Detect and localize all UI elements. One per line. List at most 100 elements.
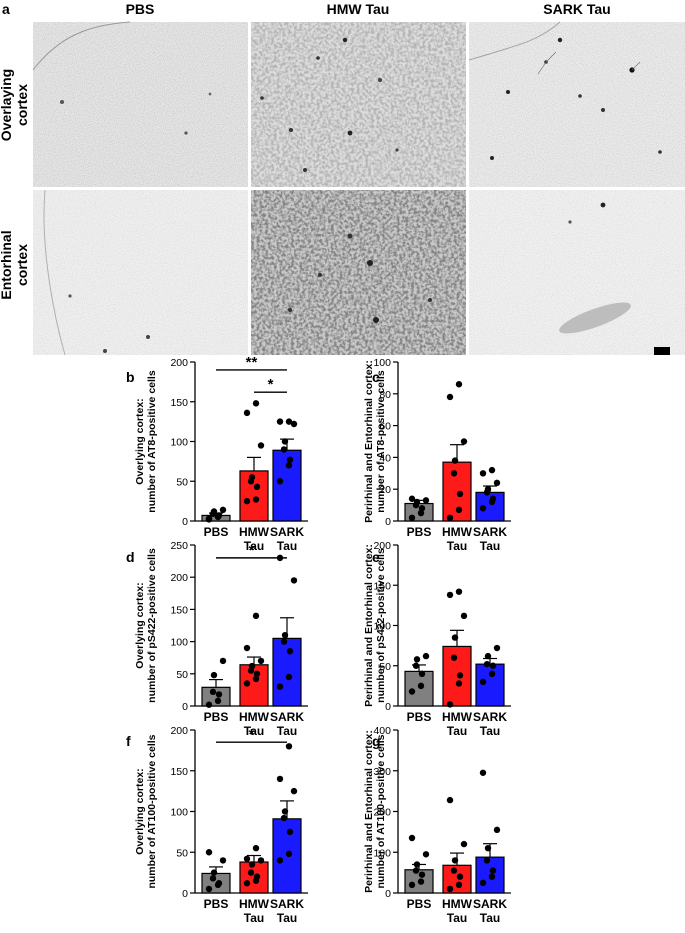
y-axis-label-line: Perirhinal and Entorhinal cortex:	[363, 544, 375, 707]
data-point	[488, 873, 496, 880]
y-tick-label: 150	[373, 580, 391, 592]
column-header-hmw-tau: HMW Tau	[327, 1, 390, 17]
data-point	[276, 478, 284, 485]
data-point	[286, 828, 294, 836]
data-point	[248, 662, 256, 670]
data-point	[219, 857, 227, 864]
data-point	[285, 418, 293, 425]
data-point	[446, 591, 454, 599]
chart-panel-b: b Overlying cortex: number of AT8-positive…	[126, 354, 308, 553]
data-point	[286, 456, 294, 463]
y-axis-label-line: Overlying cortex:	[134, 582, 146, 668]
data-point	[484, 844, 492, 852]
data-point	[446, 514, 454, 522]
data-point	[493, 826, 501, 834]
data-point	[484, 486, 492, 493]
data-point	[243, 497, 251, 505]
panel-letter-b: b	[126, 369, 135, 385]
panel-letter-g: g	[372, 733, 381, 749]
x-tick-label: SARK	[270, 897, 304, 911]
x-tick-label: HMW	[442, 897, 473, 911]
data-point	[243, 855, 251, 862]
data-point	[281, 631, 289, 639]
data-point	[252, 400, 260, 407]
data-point	[456, 490, 464, 498]
data-point	[489, 662, 497, 669]
x-tick-label: HMW	[442, 710, 473, 724]
data-point	[257, 857, 265, 864]
data-point	[257, 442, 265, 449]
y-tick-label: 100	[373, 357, 391, 369]
data-point	[276, 683, 284, 690]
y-tick-label: 0	[385, 701, 391, 713]
x-tick-label: PBS	[204, 897, 229, 911]
y-tick-label: 150	[170, 604, 188, 616]
data-point	[460, 438, 468, 445]
data-point	[456, 672, 464, 679]
x-tick-label: Tau	[244, 539, 264, 553]
row-label-entorhinal-cortex: Entorhinal cortex	[0, 230, 30, 299]
micrograph-hmw-entorhinal	[251, 190, 466, 355]
x-tick-label: SARK	[473, 897, 507, 911]
data-point	[210, 671, 218, 679]
data-point	[257, 657, 265, 665]
x-tick-label: PBS	[204, 525, 229, 539]
data-point	[253, 483, 261, 491]
chart-panel-d: d Overlying cortex: number of pS422-positi…	[126, 540, 308, 738]
row-label-line: cortex	[14, 244, 30, 286]
data-point	[488, 670, 496, 677]
data-point	[285, 673, 293, 681]
data-point	[290, 420, 298, 428]
x-tick-label: HMW	[239, 525, 270, 539]
data-point	[479, 769, 487, 776]
y-tick-label: 150	[170, 766, 188, 778]
data-point	[479, 678, 487, 686]
data-point	[460, 612, 468, 620]
data-point	[408, 834, 416, 842]
y-tick-label: 60	[379, 421, 391, 433]
y-tick-label: 20	[379, 484, 391, 496]
data-point	[417, 878, 425, 885]
bar	[272, 637, 302, 707]
data-point	[280, 814, 288, 822]
y-tick-label: 200	[373, 540, 391, 552]
micrograph-sark-entorhinal	[469, 190, 685, 355]
x-tick-label: Tau	[447, 911, 467, 925]
bar	[404, 670, 434, 707]
data-point	[417, 509, 425, 517]
data-point	[205, 516, 213, 523]
panel-letter-f: f	[126, 733, 131, 749]
data-point	[243, 644, 251, 652]
data-point	[205, 885, 213, 893]
data-point	[408, 514, 416, 522]
data-point	[408, 881, 416, 889]
data-point	[451, 634, 459, 641]
x-tick-label: PBS	[204, 710, 229, 724]
data-point	[483, 660, 491, 668]
x-tick-label: SARK	[473, 525, 507, 539]
y-axis-label-line: number of pS422-positive cells	[375, 548, 387, 703]
data-point	[408, 688, 416, 695]
data-point	[422, 851, 430, 858]
significance-label: *	[249, 726, 255, 743]
micrograph-pbs-entorhinal	[33, 189, 248, 356]
data-point	[446, 701, 454, 708]
x-tick-label: Tau	[480, 724, 500, 738]
x-tick-label: Tau	[244, 724, 264, 738]
x-tick-label: SARK	[270, 525, 304, 539]
y-tick-label: 200	[170, 725, 188, 737]
data-point	[276, 418, 284, 425]
y-axis-label-line: number of pS422-positive cells	[146, 548, 158, 703]
data-point	[209, 875, 217, 882]
y-axis-label-line: number of AT100-positive cells	[375, 734, 387, 888]
x-tick-label: Tau	[244, 911, 264, 925]
x-tick-label: Tau	[277, 539, 297, 553]
x-tick-label: Tau	[447, 539, 467, 553]
panel-letter-c: c	[372, 369, 380, 385]
data-point	[413, 861, 421, 868]
data-point	[493, 644, 501, 652]
data-point	[252, 844, 260, 852]
panel-a: a PBS HMW Tau SARK Tau Overlaying cortex…	[0, 1, 685, 356]
